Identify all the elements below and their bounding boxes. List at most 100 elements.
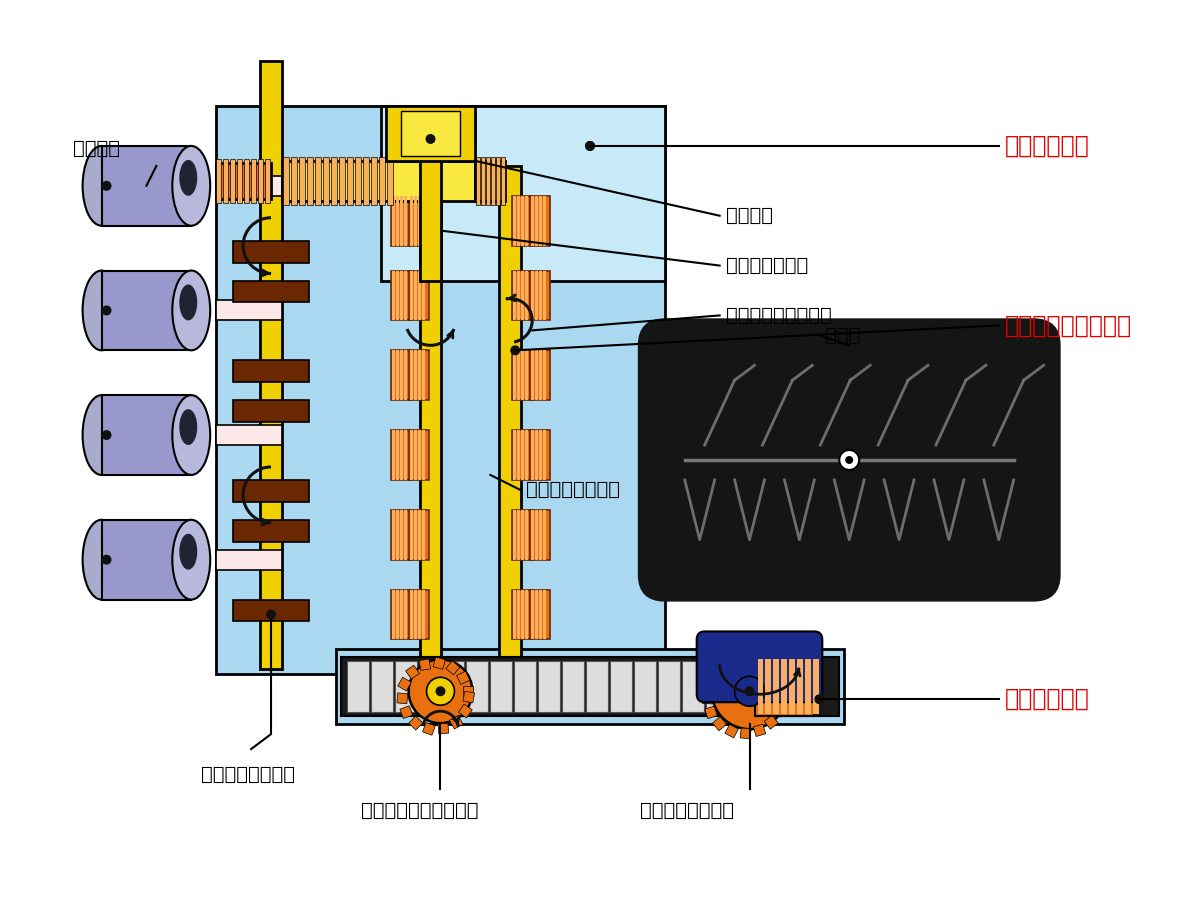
- Circle shape: [845, 456, 853, 464]
- Ellipse shape: [179, 534, 197, 570]
- Bar: [414, 350, 416, 400]
- Bar: [395, 662, 416, 712]
- Circle shape: [102, 554, 112, 564]
- Bar: [238, 159, 242, 202]
- Bar: [456, 671, 470, 684]
- Bar: [362, 157, 368, 205]
- Ellipse shape: [173, 146, 210, 226]
- FancyBboxPatch shape: [697, 632, 822, 702]
- Bar: [761, 660, 775, 674]
- Bar: [403, 590, 407, 639]
- Bar: [521, 196, 524, 246]
- Bar: [414, 509, 416, 560]
- Bar: [514, 590, 516, 639]
- Bar: [721, 657, 733, 670]
- Bar: [530, 430, 550, 480]
- Bar: [757, 660, 763, 715]
- Circle shape: [815, 694, 824, 704]
- Bar: [391, 350, 395, 400]
- Bar: [400, 196, 403, 246]
- Bar: [544, 196, 546, 246]
- Bar: [233, 520, 308, 542]
- Bar: [517, 271, 521, 320]
- Bar: [764, 716, 778, 729]
- Bar: [391, 509, 410, 560]
- Bar: [216, 159, 221, 202]
- Bar: [772, 704, 786, 717]
- Bar: [526, 196, 528, 246]
- Bar: [634, 662, 656, 712]
- Bar: [544, 350, 546, 400]
- Bar: [391, 271, 395, 320]
- Bar: [422, 723, 436, 735]
- Bar: [408, 271, 428, 320]
- Bar: [233, 240, 308, 263]
- Bar: [418, 590, 420, 639]
- Bar: [102, 271, 191, 350]
- Bar: [216, 425, 282, 445]
- Bar: [391, 350, 410, 400]
- Bar: [336, 650, 845, 724]
- Bar: [797, 660, 803, 715]
- Bar: [418, 196, 420, 246]
- Bar: [338, 157, 344, 205]
- Bar: [562, 662, 584, 712]
- Bar: [475, 161, 505, 201]
- Bar: [521, 271, 524, 320]
- Bar: [233, 400, 308, 422]
- Text: メインシャフト: メインシャフト: [726, 256, 808, 275]
- Bar: [396, 590, 398, 639]
- Bar: [102, 395, 191, 475]
- Bar: [400, 350, 403, 400]
- Bar: [535, 350, 538, 400]
- Bar: [755, 657, 815, 716]
- Bar: [251, 159, 256, 202]
- Bar: [517, 350, 521, 400]
- Bar: [535, 271, 538, 320]
- Bar: [355, 157, 361, 205]
- Bar: [307, 157, 313, 205]
- Ellipse shape: [83, 395, 120, 475]
- Bar: [409, 590, 413, 639]
- Bar: [400, 430, 403, 480]
- Bar: [420, 166, 442, 670]
- Bar: [526, 430, 528, 480]
- Circle shape: [586, 141, 595, 151]
- Bar: [521, 350, 524, 400]
- Bar: [260, 61, 282, 670]
- Bar: [725, 724, 738, 738]
- Bar: [766, 660, 772, 715]
- Bar: [419, 659, 431, 670]
- Bar: [512, 430, 533, 480]
- Bar: [314, 157, 320, 205]
- Bar: [463, 687, 473, 697]
- Bar: [391, 196, 395, 246]
- Bar: [778, 662, 799, 712]
- Bar: [396, 350, 398, 400]
- Bar: [544, 590, 546, 639]
- Bar: [216, 163, 271, 199]
- Bar: [702, 678, 716, 691]
- Bar: [102, 146, 191, 226]
- Bar: [397, 678, 412, 691]
- Bar: [443, 662, 464, 712]
- Bar: [532, 509, 534, 560]
- Bar: [409, 196, 413, 246]
- Bar: [539, 430, 542, 480]
- Bar: [730, 662, 751, 712]
- Bar: [586, 662, 608, 712]
- Text: トランスミッション: トランスミッション: [1004, 313, 1132, 338]
- Bar: [283, 157, 289, 205]
- Bar: [347, 157, 353, 205]
- Bar: [704, 706, 718, 719]
- Bar: [736, 654, 746, 664]
- Bar: [530, 590, 550, 639]
- Bar: [682, 662, 703, 712]
- Bar: [544, 509, 546, 560]
- Bar: [512, 509, 533, 560]
- Bar: [538, 662, 560, 712]
- Bar: [740, 728, 751, 739]
- Bar: [463, 691, 474, 703]
- Bar: [514, 430, 516, 480]
- Ellipse shape: [173, 271, 210, 350]
